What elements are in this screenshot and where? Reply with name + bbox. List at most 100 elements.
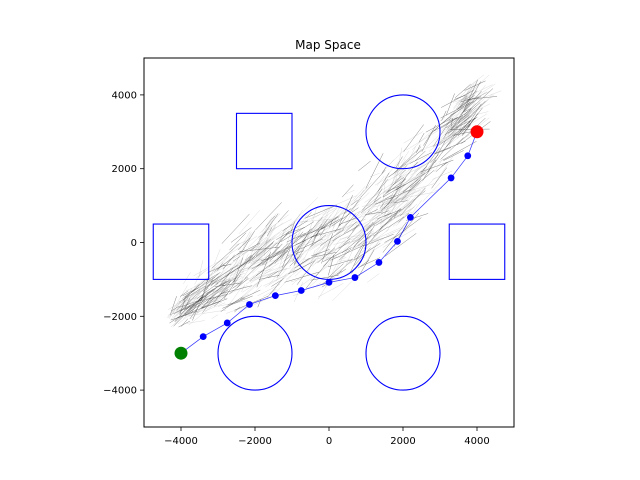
tree-edge (414, 150, 426, 162)
tree-edge (242, 279, 262, 297)
tree-edge (395, 161, 418, 191)
tree-edge (196, 282, 219, 300)
tree-edge (265, 241, 277, 258)
tree-edge (301, 216, 323, 242)
tree-edge (377, 172, 390, 192)
tree-edge (366, 221, 374, 232)
tree-edge (316, 256, 345, 259)
tree-edge (166, 295, 188, 318)
y-tick-label: 0 (131, 238, 137, 249)
tree-edge (345, 250, 353, 266)
tree-edge (328, 234, 340, 248)
tree-edge (454, 95, 466, 100)
tree-edge (359, 223, 369, 232)
tree-edge (449, 114, 457, 119)
tree-edge (364, 192, 380, 203)
tree-edge (426, 136, 458, 149)
tree-edge (333, 250, 343, 258)
path (180, 131, 478, 354)
tree-edge (183, 276, 216, 298)
tree-edge (276, 245, 300, 278)
tree-edge (258, 275, 280, 280)
tree-edge (271, 279, 282, 287)
tree-edge (217, 280, 241, 294)
tree-edge (434, 116, 459, 132)
tree-edge (279, 213, 305, 235)
tree-edge (384, 194, 393, 200)
tree-edge (392, 203, 418, 227)
tree-edge (341, 232, 379, 239)
tree-edge (393, 160, 414, 176)
tree-edge (261, 227, 276, 251)
tree-edge (354, 225, 375, 258)
tree-edge (445, 118, 466, 142)
tree-edge (305, 258, 331, 289)
tree-edge (296, 241, 305, 248)
tree-edge (237, 243, 260, 255)
tree-edge (329, 219, 333, 228)
tree-edge (284, 271, 320, 283)
tree-edge (381, 210, 389, 214)
tree-edge (354, 247, 371, 266)
tree-edge (330, 244, 365, 261)
tree-edge (240, 289, 261, 300)
tree-edge (267, 221, 280, 231)
tree-edge (248, 251, 259, 259)
tree-edge (410, 159, 433, 176)
tree-edge (362, 179, 389, 211)
tree-edge (178, 292, 206, 311)
tree-edge (178, 320, 191, 328)
tree-edge (198, 260, 204, 278)
tree-edge (295, 250, 304, 254)
tree-edge (327, 259, 353, 268)
tree-edge (291, 214, 301, 227)
tree-edge (471, 81, 481, 98)
tree-edge (208, 295, 218, 301)
tree-edge (367, 209, 378, 215)
tree-edge (364, 240, 379, 265)
tree-edge (239, 266, 251, 283)
tree-edge (182, 279, 207, 300)
tree-edge (309, 242, 322, 251)
tree-edge (202, 285, 209, 293)
tree-edge (378, 191, 410, 217)
tree-edge (458, 82, 481, 108)
y-axis: −4000 −2000 0 2000 4000 (103, 90, 144, 397)
tree-edge (352, 224, 358, 232)
tree-edge (440, 102, 471, 119)
x-tick-label: −4000 (164, 436, 198, 447)
tree-edge (393, 210, 399, 219)
goal-marker (470, 125, 484, 139)
tree-edge (413, 159, 436, 188)
tree-edge (338, 241, 351, 249)
tree-edge (242, 264, 247, 273)
tree-edge (387, 148, 407, 167)
tree-edge (338, 195, 353, 227)
tree-edge (273, 237, 298, 263)
tree-edge (244, 255, 252, 261)
tree-edge (332, 280, 353, 301)
tree-edge (459, 116, 478, 130)
tree-edge (239, 231, 251, 251)
tree-edge (251, 232, 280, 253)
tree-edge (394, 189, 415, 212)
tree-edge (423, 135, 440, 151)
tree-edge (248, 247, 254, 262)
tree-edge (353, 186, 370, 202)
obstacle-circle (217, 315, 293, 391)
tree-edge (395, 181, 423, 203)
tree-edge (290, 278, 302, 283)
tree-edge (382, 175, 402, 197)
tree-edge (259, 213, 281, 234)
tree-edge (383, 186, 397, 193)
tree-edge (404, 146, 416, 169)
tree-edge (332, 207, 359, 227)
tree-edge (232, 271, 237, 279)
tree-edge (343, 204, 359, 214)
tree-edge (392, 165, 408, 175)
tree-edge (369, 205, 389, 221)
tree-edge (176, 297, 189, 311)
tree-edge (422, 159, 437, 181)
tree-edge (247, 235, 261, 249)
tree-edge (194, 271, 202, 285)
